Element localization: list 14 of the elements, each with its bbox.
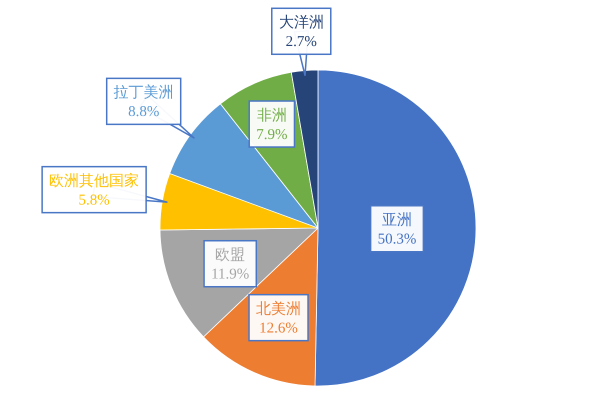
slice-label: 北美洲 [256, 300, 302, 318]
data-label: 2.7% [286, 34, 317, 50]
slice-label: 非洲 [256, 106, 287, 124]
slice-label: 拉丁美洲 [114, 84, 174, 102]
data-label: 11.9% [211, 266, 250, 283]
slice-label: 欧洲其他国家 [49, 172, 140, 190]
data-label: 12.6% [259, 320, 298, 336]
slice-label: 亚洲 [382, 212, 412, 229]
slice-label: 欧盟 [215, 246, 246, 264]
slice-label: 大洋洲 [278, 14, 324, 32]
data-label: 7.9% [256, 126, 288, 143]
data-label: 8.8% [128, 104, 160, 120]
data-label: 5.8% [78, 192, 110, 208]
data-label: 50.3% [378, 232, 416, 248]
